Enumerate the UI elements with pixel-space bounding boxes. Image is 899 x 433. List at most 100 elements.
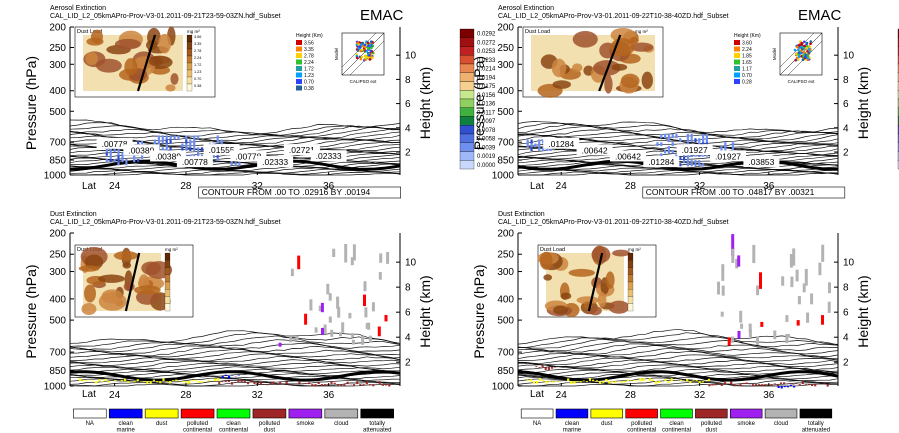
extinction-cell <box>720 146 723 150</box>
contour-label-bg <box>96 137 133 149</box>
aerosol-type-cell <box>748 323 752 333</box>
pressure-tick-label: 200 <box>49 23 66 34</box>
aerosol-type-cell <box>664 379 667 382</box>
inset-dust-patch <box>165 84 176 92</box>
aerosol-type-cell <box>785 334 789 344</box>
aerosol-type-cell <box>340 384 343 386</box>
aerosol-type-cell <box>714 384 717 386</box>
scatter-legend-label: 1.65 <box>742 60 752 66</box>
extinction-cell <box>702 134 705 139</box>
aerosol-type-cell <box>651 379 655 382</box>
aerosol-type-cell <box>627 379 630 382</box>
extinction-cell <box>189 143 192 148</box>
aerosol-type-cell <box>686 379 689 382</box>
scatter-point <box>802 50 806 54</box>
inset-colorbar-box <box>627 274 634 283</box>
inset-dust-patch <box>608 300 630 314</box>
aerosol-type-cell <box>240 379 243 383</box>
lat-tick-label: 36 <box>323 181 335 192</box>
pressure-tick-label: 250 <box>497 43 514 54</box>
aerosol-type-cell <box>263 382 266 383</box>
inset-colorbar-box <box>627 252 634 261</box>
inset-unit: mg m² <box>635 29 648 34</box>
colorbar-box <box>459 160 475 170</box>
extinction-cell <box>169 135 172 140</box>
height-tick-label: 10 <box>843 51 855 62</box>
contour-label-bg <box>609 150 646 162</box>
contour-label: .01555 <box>209 145 235 155</box>
aerosol-type-cell <box>636 380 639 382</box>
extinction-cell <box>197 147 200 151</box>
scatter-point <box>356 49 360 52</box>
aerosol-type-cell <box>367 322 371 330</box>
height-tick-label: 2 <box>843 358 849 369</box>
inset-dust-patch <box>114 38 141 50</box>
extinction-cell <box>117 162 120 166</box>
aerosol-type-cell <box>786 386 789 388</box>
aerosol-type-cell <box>785 315 789 322</box>
aerosol-type-cell <box>770 384 773 387</box>
aerosol-type-cell <box>639 378 642 382</box>
aerosol-type-cell <box>779 382 783 385</box>
extinction-cell <box>545 147 548 151</box>
aerosol-type-cell <box>801 381 804 385</box>
height-axis-title: Height (km) <box>417 67 433 139</box>
aerosol-type-cell <box>783 386 786 388</box>
scatter-legend-swatch <box>734 66 740 71</box>
aerosol-type-cell <box>792 384 795 385</box>
inset-unit: mg m² <box>165 247 178 252</box>
extinction-cell <box>724 142 727 147</box>
scatter-legend-label: 0.28 <box>742 80 752 86</box>
contour-line <box>517 336 839 349</box>
aerosol-type-cell <box>372 384 375 387</box>
height-tick-label: 6 <box>843 308 849 319</box>
aerosol-type-cell <box>814 384 817 387</box>
height-tick-label: 4 <box>843 333 849 344</box>
pressure-tick-label: 700 <box>49 138 66 149</box>
extinction-cell <box>656 142 659 147</box>
contour-label: .00778 <box>182 157 208 167</box>
aerosol-type-cell <box>152 379 155 382</box>
pressure-tick-label: 500 <box>497 316 514 327</box>
scatter-legend-swatch <box>296 46 302 52</box>
inset-dust-patch <box>552 80 572 89</box>
pressure-axis-title: Pressure (hPa) <box>471 56 487 150</box>
aerosol-type-cell <box>133 381 136 383</box>
inset-colorbar-box <box>627 281 634 290</box>
panel-subtitle: CAL_LID_L2_05kmAPro-Prov-V3-01.2011-09-2… <box>50 219 281 226</box>
scatter-legend-swatch <box>296 40 302 45</box>
contour-label-bg <box>230 150 267 162</box>
aerosol-type-cell <box>544 367 547 370</box>
extinction-cell <box>694 160 697 164</box>
scatter-point <box>359 49 362 53</box>
scatter-legend-swatch <box>296 66 302 71</box>
aerosol-type-cell <box>336 384 340 386</box>
contour-line <box>517 123 839 139</box>
extinction-cell <box>193 143 196 148</box>
pressure-tick-label: 250 <box>497 250 514 261</box>
height-tick-label: 4 <box>843 123 849 134</box>
extinction-cell <box>157 139 160 144</box>
lat-tick-label: 28 <box>180 390 192 401</box>
contour-line <box>69 335 401 351</box>
extinction-cell <box>212 154 215 158</box>
scatter-point <box>359 57 363 61</box>
aerosol-type-cell <box>773 383 776 385</box>
scatter-point <box>798 43 801 47</box>
pressure-tick-label: 850 <box>49 366 66 377</box>
aerosol-type-cell <box>717 383 720 385</box>
aerosol-type-cell <box>250 380 253 383</box>
aerosol-type-cell <box>289 336 293 343</box>
contour-line <box>517 343 839 355</box>
extinction-cell <box>538 139 541 144</box>
scatter-point <box>795 56 799 60</box>
colorbar-label: 0.0253 <box>477 49 496 55</box>
colorbar-label: 0.0233 <box>477 58 496 64</box>
scatter-legend-swatch <box>296 53 302 58</box>
inset-dust-patch <box>124 58 138 76</box>
contour-line <box>517 347 839 360</box>
aerosol-type-cell <box>720 384 723 386</box>
inset-dust-patch <box>539 251 553 270</box>
aerosol-type-cell <box>371 302 375 312</box>
model-label: EMAC <box>798 7 842 24</box>
